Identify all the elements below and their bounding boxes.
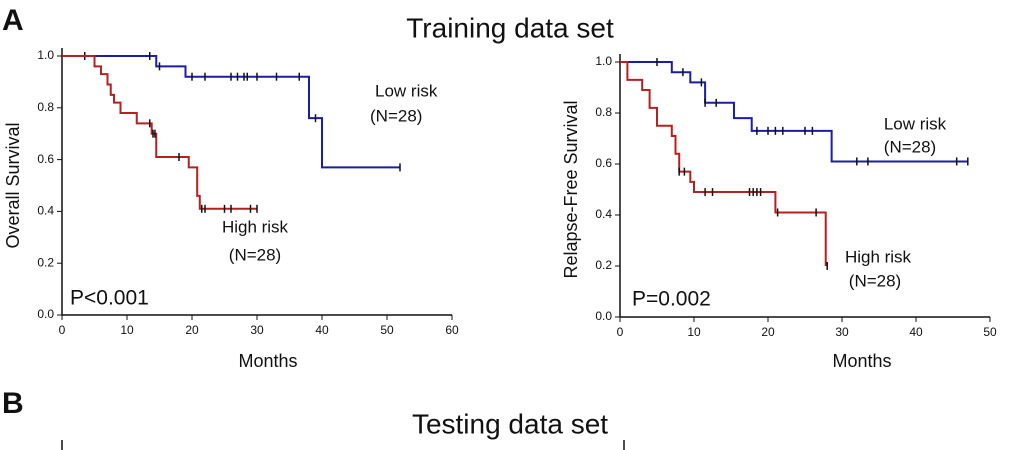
panel-title: Training data set: [406, 12, 614, 43]
survival-curve: [62, 55, 257, 210]
panel-title: Testing data set: [412, 408, 608, 439]
x-tick-label: 30: [250, 323, 264, 337]
x-tick-label: 40: [909, 325, 923, 339]
x-axis-label: Months: [238, 351, 297, 371]
x-tick-label: 10: [120, 323, 134, 337]
y-tick-label: 0.8: [37, 100, 54, 114]
x-tick-label: 10: [687, 325, 701, 339]
x-tick-label: 0: [59, 323, 66, 337]
x-tick-label: 20: [761, 325, 775, 339]
y-tick-label: 0.4: [37, 204, 54, 218]
survival-curve: [620, 61, 968, 163]
annotation: High risk: [222, 217, 289, 236]
x-tick-label: 60: [445, 323, 459, 337]
y-tick-label: 0.8: [595, 105, 612, 119]
y-tick-label: 1.0: [37, 48, 54, 62]
panel-label: B: [2, 387, 24, 420]
annotation: (N=28): [849, 271, 901, 290]
y-tick-label: 0.4: [595, 207, 612, 221]
annotation: Low risk: [375, 81, 438, 100]
x-tick-label: 20: [185, 323, 199, 337]
x-tick-label: 0: [617, 325, 624, 339]
annotation: (N=28): [229, 245, 281, 264]
y-tick-label: 0.2: [37, 255, 54, 269]
x-tick-label: 40: [315, 323, 329, 337]
annotation: (N=28): [370, 106, 422, 125]
annotation: P<0.001: [70, 287, 149, 310]
annotation: (N=28): [884, 137, 936, 156]
y-tick-label: 0.0: [37, 307, 54, 321]
y-tick-label: 1.0: [595, 54, 612, 68]
x-tick-label: 50: [380, 323, 394, 337]
annotation: High risk: [845, 247, 912, 266]
y-tick-label: 0.6: [37, 152, 54, 166]
x-tick-label: 30: [835, 325, 849, 339]
survival-curve: [620, 61, 827, 266]
y-axis-label: Overall Survival: [3, 122, 23, 248]
annotation: Low risk: [884, 114, 947, 133]
x-axis-label: Months: [832, 351, 891, 371]
x-tick-label: 50: [983, 325, 997, 339]
annotation: P=0.002: [632, 288, 711, 311]
y-axis-label: Relapse-Free Survival: [561, 100, 581, 278]
y-tick-label: 0.0: [595, 309, 612, 323]
survival-curve: [62, 55, 400, 169]
y-tick-label: 0.6: [595, 156, 612, 170]
y-tick-label: 0.2: [595, 258, 612, 272]
panel-label: A: [2, 4, 24, 37]
